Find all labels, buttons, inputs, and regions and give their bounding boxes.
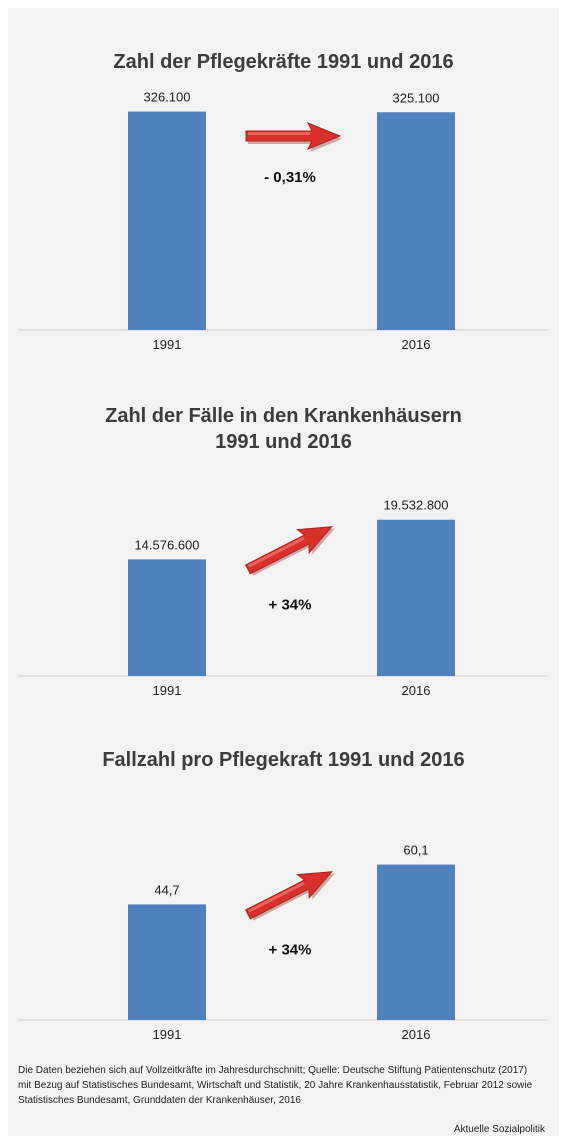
bar-1991: [128, 559, 206, 676]
data-label: 326.100: [144, 90, 191, 105]
footnote: Die Daten beziehen sich auf Vollzeitkräf…: [18, 1065, 533, 1106]
data-label: 14.576.600: [134, 537, 199, 552]
chart-title: Zahl der Fälle in den Krankenhäusern: [105, 405, 462, 427]
bar-2016: [377, 112, 455, 330]
category-label: 2016: [402, 337, 431, 352]
data-label: 19.532.800: [383, 498, 448, 513]
category-label: 2016: [402, 1027, 431, 1042]
bar-2016: [377, 519, 455, 676]
bar-1991: [128, 111, 206, 331]
change-label: - 0,31%: [264, 169, 316, 186]
data-label: 60,1: [403, 843, 428, 858]
bar-1991: [128, 904, 206, 1020]
data-label: 325.100: [393, 90, 440, 105]
chart-panel: Zahl der Pflegekräfte 1991 und 2016 326.1…: [8, 8, 559, 1136]
trend-arrow: [245, 526, 335, 576]
category-label: 1991: [153, 337, 182, 352]
category-label: 1991: [153, 1027, 182, 1042]
data-label: 44,7: [154, 882, 179, 897]
source-label: Aktuelle Sozialpolitik: [453, 1124, 545, 1135]
chart-pflegekraefte: Zahl der Pflegekräfte 1991 und 2016 326.1…: [18, 51, 548, 352]
trend-arrow: [245, 871, 335, 921]
change-label: + 34%: [269, 941, 312, 958]
bar-2016: [377, 864, 455, 1020]
chart-faelle: Zahl der Fälle in den Krankenhäusern 1991…: [18, 405, 548, 698]
chart-title: Zahl der Pflegekräfte 1991 und 2016: [113, 51, 453, 73]
category-label: 2016: [402, 683, 431, 698]
chart-fallzahl-pro-pflegekraft: Fallzahl pro Pflegekraft 1991 und 2016 44…: [18, 749, 548, 1042]
trend-arrow: [245, 122, 342, 152]
chart-title: Fallzahl pro Pflegekraft 1991 und 2016: [102, 749, 464, 771]
change-label: + 34%: [269, 596, 312, 613]
category-label: 1991: [153, 683, 182, 698]
chart-title: 1991 und 2016: [215, 431, 352, 453]
